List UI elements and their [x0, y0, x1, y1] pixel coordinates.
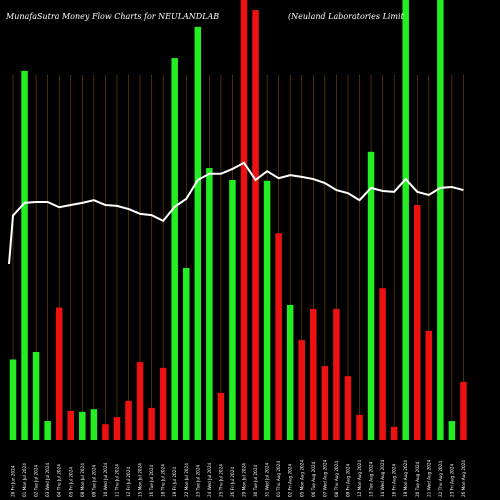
x-tick-label: 19 Fri Jul 2024 [172, 467, 177, 497]
flow-bar [402, 0, 409, 440]
flow-bar [32, 352, 40, 440]
x-tick-label: 19 Mon Aug 2024 [403, 460, 408, 497]
flow-bar [183, 267, 190, 440]
x-tick-label: 30 Tue Jul 2024 [253, 464, 258, 497]
x-tick-label: 24 Wed Jul 2024 [207, 463, 212, 497]
flow-bar [286, 304, 294, 440]
x-tick-label: 07 Wed Aug 2024 [322, 459, 327, 497]
x-tick-label: 16 Tue Jul 2024 [149, 464, 154, 497]
x-tick-label: 15 Mon Jul 2024 [138, 463, 143, 497]
x-tick-label: 21 Wed Aug 2024 [426, 459, 431, 497]
flow-bar [102, 424, 109, 440]
x-tick-label: 09 Tue Jul 2024 [91, 464, 96, 497]
x-tick-label: 05 Mon Aug 2024 [299, 460, 304, 497]
x-tick-label: 29 Mon Jul 2024 [242, 463, 247, 497]
x-tick-label: 02 Fri Aug 2024 [288, 464, 293, 497]
flow-bar [333, 308, 340, 440]
x-tick-label: 23 Tue Jul 2024 [195, 464, 200, 497]
flow-bar [9, 359, 17, 440]
x-tick-label: 10 Wed Jul 2024 [103, 463, 108, 497]
x-tick-label: 20 Tue Aug 2024 [415, 461, 420, 497]
bars [9, 0, 467, 441]
flow-bar [356, 414, 363, 440]
x-tick-label: 06 Tue Aug 2024 [311, 461, 316, 497]
flow-bar [159, 367, 167, 440]
x-tick-label: 14 Wed Aug 2024 [380, 459, 385, 497]
chart-title-left: MunafaSutra Money Flow Charts for NEULAN… [5, 12, 219, 21]
flow-bar [125, 400, 132, 440]
flow-bar [206, 168, 213, 440]
x-tick-label: 05 Fri Jul 2024 [68, 467, 73, 497]
flow-bar [390, 426, 398, 440]
x-tick-label: 01 Mon Jul 2024 [22, 463, 27, 497]
flow-bar [460, 381, 467, 440]
x-tick-label: 12 Mon Aug 2024 [357, 460, 362, 497]
flow-bar [252, 10, 259, 441]
flow-bar [79, 411, 86, 440]
x-tick-label: 28 Fri Jun 2024 [11, 465, 16, 497]
x-tick-label: 16 Fri Aug 2024 [392, 464, 397, 497]
x-tick-label: 18 Thu Jul 2024 [161, 464, 166, 497]
x-tick-label: 04 Thu Jul 2024 [57, 464, 62, 497]
flow-bar [90, 409, 98, 440]
flow-bar [136, 362, 144, 440]
money-flow-line [8, 161, 464, 265]
x-tick-label: 22 Mon Jul 2024 [184, 463, 189, 497]
flow-bar [148, 407, 155, 440]
flow-bar [414, 205, 421, 440]
x-tick-label: 31 Wed Jul 2024 [265, 463, 270, 497]
flow-bar [217, 392, 225, 440]
flow-bar [310, 308, 317, 440]
grid-lines [12, 75, 464, 440]
flow-bar [344, 376, 352, 440]
flow-bar [367, 151, 375, 441]
x-tick-label: 11 Thu Jul 2024 [114, 464, 119, 497]
x-tick-label: 13 Tue Aug 2024 [369, 461, 374, 497]
flow-bar [67, 410, 74, 440]
flow-bar [425, 330, 433, 440]
flow-bar [448, 421, 456, 440]
x-tick-label: 08 Thu Aug 2024 [334, 461, 339, 497]
flow-bar [229, 179, 236, 440]
flow-bar [171, 58, 178, 441]
x-tick-labels: 28 Fri Jun 2024 01 Mon Jul 2024 02 Tue Jul… [11, 459, 466, 497]
x-tick-label: 12 Fri Jul 2024 [126, 467, 131, 497]
x-tick-label: 02 Tue Jul 2024 [34, 464, 39, 497]
x-tick-label: 25 Thu Jul 2024 [218, 464, 223, 497]
flow-bar [21, 70, 28, 440]
x-tick-label: 22 Thu Aug 2024 [438, 461, 443, 497]
flow-bar [298, 340, 305, 440]
x-tick-label: 09 Fri Aug 2024 [345, 464, 350, 497]
x-tick-label: 26 Mon Aug 2024 [461, 460, 466, 497]
flow-bar [113, 417, 121, 440]
flow-bar [263, 180, 271, 440]
flow-bar [275, 233, 282, 440]
flow-bar [55, 307, 63, 440]
flow-bar [44, 421, 51, 440]
flow-bar [240, 0, 248, 440]
x-tick-label: 23 Fri Aug 2024 [449, 464, 454, 497]
flow-bar [437, 0, 444, 440]
x-tick-label: 26 Fri Jul 2024 [230, 467, 235, 497]
flow-bar [194, 26, 202, 441]
flow-bar [379, 288, 386, 440]
flow-bar [321, 366, 329, 440]
x-tick-label: 03 Wed Jul 2024 [45, 463, 50, 497]
x-tick-label: 08 Mon Jul 2024 [80, 463, 85, 497]
chart-title-right: (Neuland Laboratories Limit [288, 12, 405, 21]
x-tick-label: 01 Thu Aug 2024 [276, 461, 281, 497]
